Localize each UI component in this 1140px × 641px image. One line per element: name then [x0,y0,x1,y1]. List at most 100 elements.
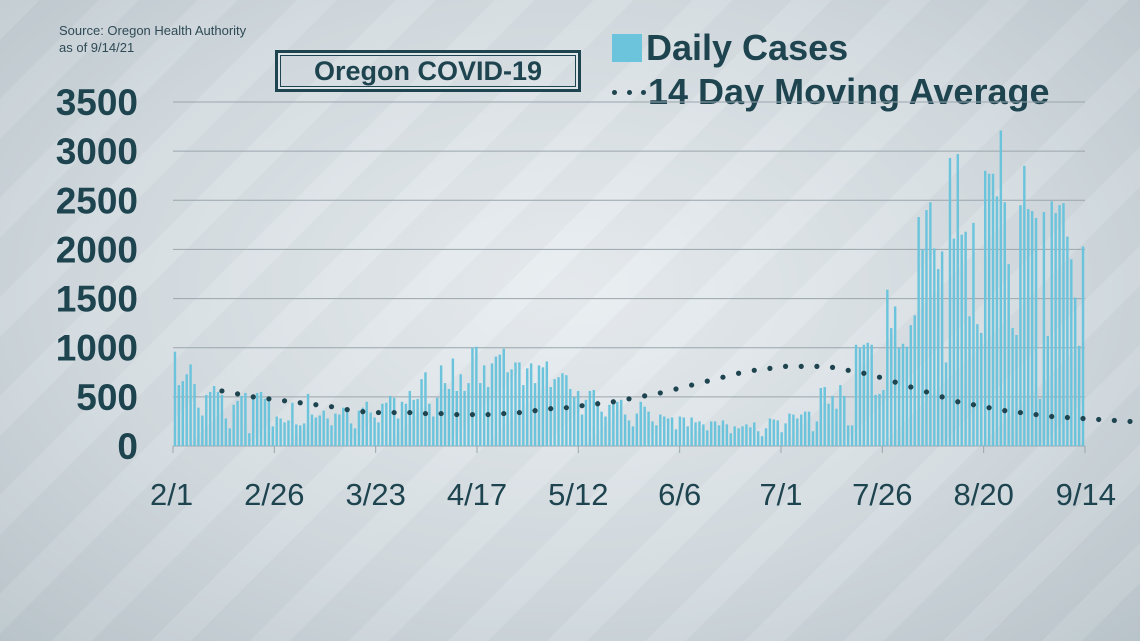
moving-average-dot [501,410,507,417]
daily-cases-bar [529,363,533,446]
daily-cases-bar [1030,211,1034,446]
daily-cases-bar [639,401,642,446]
moving-average-dot [485,411,491,418]
daily-cases-bar [886,289,889,446]
y-tick-label: 1500 [56,279,138,320]
daily-cases-bar [201,415,204,446]
daily-cases-bar [725,424,729,446]
daily-cases-bar [330,425,333,446]
daily-cases-bar [666,418,670,446]
daily-cases-bar [1077,345,1081,446]
daily-cases-bar [396,418,400,446]
daily-cases-bar [212,386,216,446]
daily-cases-bar [858,347,862,446]
moving-average-dot [986,405,992,411]
daily-cases-bar [631,426,635,446]
y-tick-label: 2500 [56,180,138,221]
daily-cases-bar [1015,334,1018,446]
daily-cases-bar [463,390,466,446]
daily-cases-bar [1027,209,1030,446]
daily-cases-bar [216,391,220,446]
daily-cases-bar [428,403,431,446]
daily-cases-bar [1011,328,1014,446]
moving-average-dot [610,399,616,405]
daily-cases-bar [576,390,580,446]
daily-cases-bar [874,394,877,446]
daily-cases-bar [823,387,826,446]
date-line: as of 9/14/21 [59,40,135,55]
daily-cases-bar [944,362,948,446]
daily-cases-bar [796,418,799,446]
daily-cases-bar [541,367,545,446]
daily-cases-bar [310,414,314,446]
daily-cases-bar [749,427,752,446]
daily-cases-bar [248,433,251,446]
daily-cases-bar [455,390,458,446]
daily-cases-bar [647,411,650,446]
moving-average-dot [281,398,288,404]
daily-cases-bar [655,425,658,446]
moving-average-dot [814,363,820,369]
moving-average-dot [563,405,569,411]
y-tick-labels: 0 500 1000 1500 2000 2500 3000 3500 [56,82,138,467]
moving-average-dot [313,402,319,408]
daily-cases-bar [706,430,709,446]
daily-cases-bar [435,397,439,446]
y-tick-label: 0 [117,426,138,467]
moving-average-dot [626,396,632,402]
daily-cases-bar [713,421,717,446]
daily-cases-bar [627,420,631,446]
daily-cases-bar [729,433,732,446]
daily-cases-bar [400,401,404,446]
daily-cases-bar [921,249,924,446]
daily-cases-bar [709,421,713,446]
daily-cases-bar [1023,165,1026,446]
moving-average-dot [344,407,350,413]
daily-cases-bar [236,400,239,446]
moving-average-dot [297,400,303,406]
moving-average-dot [595,401,601,407]
daily-cases-bar [878,393,881,446]
x-tick-label: 7/1 [759,477,802,512]
moving-average-dot [908,384,914,390]
daily-cases-bar [1042,212,1046,446]
moving-average-dot [391,409,397,416]
daily-cases-bar [1070,259,1073,446]
daily-cases-bar [522,385,525,446]
daily-cases-bar [373,417,376,446]
moving-average-dot [1080,415,1086,422]
x-tick-label: 5/12 [548,477,608,512]
daily-cases-bar [776,420,779,446]
moving-average-dot [1002,408,1008,414]
daily-cases-bar [482,365,486,446]
daily-cases-bar [345,408,349,446]
daily-cases-bar [827,403,830,446]
daily-cases-bar [181,381,184,446]
y-tick-label: 500 [76,377,138,418]
y-tick-label: 3500 [56,82,138,123]
daily-cases-bar [839,385,842,446]
daily-cases-bar [811,431,815,446]
moving-average-dot [266,396,272,402]
moving-average-dot [422,410,429,417]
y-tick-label: 3000 [56,131,138,172]
daily-cases-bar [800,414,803,446]
daily-cases-bar [913,315,916,446]
moving-average-dot [751,367,757,373]
daily-cases-bar [404,403,408,446]
source-line: Source: Oregon Health Authority [59,23,247,38]
moving-average-dot [704,378,710,384]
daily-cases-bar [420,379,423,446]
daily-cases-bar [283,422,286,446]
daily-cases-bar [381,403,384,446]
daily-cases-bar [259,391,263,446]
moving-average-dot [657,390,663,396]
daily-cases-bar [733,426,736,446]
daily-cases-bar [322,410,325,446]
daily-cases-bar [189,364,192,446]
daily-cases-bar [252,395,255,446]
moving-average-dot [798,363,804,369]
daily-cases-bar [432,416,435,446]
daily-cases-bar [612,399,615,446]
x-tick-label: 2/26 [244,477,304,512]
